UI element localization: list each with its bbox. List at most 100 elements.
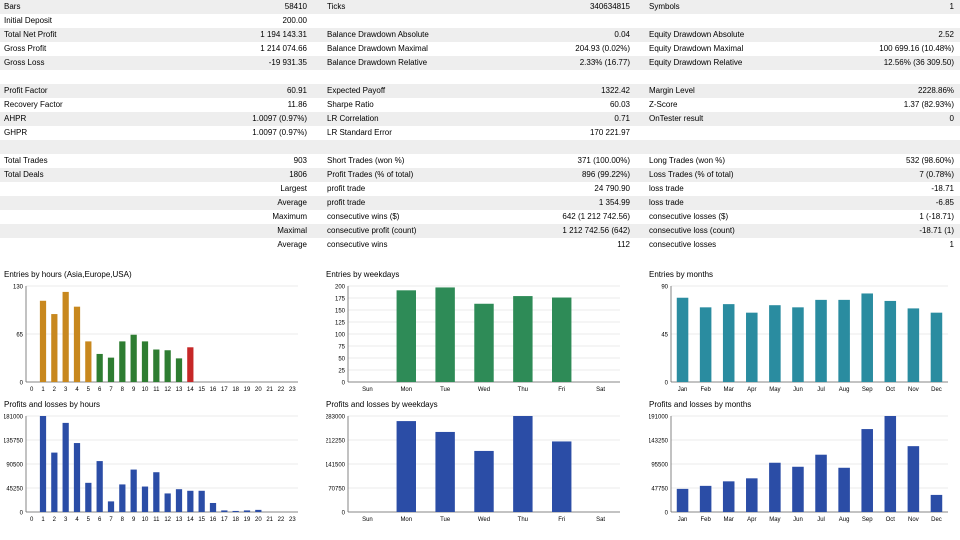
y-tick-label: 75 xyxy=(338,345,345,351)
stats-value: -19 931.35 xyxy=(268,58,307,67)
bar xyxy=(39,300,47,382)
stats-label: profit trade xyxy=(327,198,366,207)
stats-value: 0.04 xyxy=(614,30,630,39)
stats-value: 1 194 143.31 xyxy=(260,30,307,39)
x-tick-label: Sep xyxy=(862,517,873,523)
y-tick-label: 125 xyxy=(335,321,346,327)
x-tick-label: 12 xyxy=(164,387,171,393)
stats-label: Profit Factor xyxy=(4,86,48,95)
stats-row: Average consecutive wins 112 consecutive lo… xyxy=(0,238,960,252)
x-tick-label: 14 xyxy=(187,387,194,393)
y-tick-label: 65 xyxy=(16,333,23,339)
x-tick-label: Jul xyxy=(817,517,825,523)
bar xyxy=(907,308,920,382)
y-tick-label: 95500 xyxy=(651,463,668,469)
x-tick-label: Sat xyxy=(596,517,605,523)
bar xyxy=(130,334,137,382)
stats-label: Total Trades xyxy=(4,156,48,165)
bar xyxy=(175,358,183,382)
chart-plot: 0 45 90 Jan Feb Mar Apr May Jun Jul Aug Sep Oct Nov De… xyxy=(661,285,948,393)
stats-value: 1 214 074.66 xyxy=(260,44,307,53)
stats-row: Maximal consecutive profit (count) 1 212 7… xyxy=(0,224,960,238)
x-tick-label: 15 xyxy=(198,517,205,523)
stats-row xyxy=(0,140,960,154)
bar xyxy=(435,287,455,382)
y-tick-label: 130 xyxy=(13,285,24,291)
stats-label: Average xyxy=(277,240,307,249)
chart-profits-by-months: Profits and losses by months 0 47750 95500 1… xyxy=(649,400,954,530)
stats-label: Profit Trades (% of total) xyxy=(327,170,414,179)
bar xyxy=(119,484,126,512)
stats-label: Recovery Factor xyxy=(4,100,63,109)
y-tick-label: 212250 xyxy=(326,439,346,445)
bar xyxy=(513,416,533,512)
stats-value: 340634815 xyxy=(589,2,630,11)
bar xyxy=(676,488,689,512)
bar xyxy=(722,481,735,512)
x-tick-label: Apr xyxy=(747,387,756,393)
stats-value: -6.85 xyxy=(935,198,954,207)
y-tick-label: 0 xyxy=(342,381,346,387)
stats-label: GHPR xyxy=(4,128,28,137)
y-tick-label: 135750 xyxy=(4,439,24,445)
stats-label: Largest xyxy=(280,184,307,193)
x-tick-label: Fri xyxy=(558,517,565,523)
x-tick-label: 18 xyxy=(232,517,239,523)
stats-label: Equity Drawdown Absolute xyxy=(649,30,745,39)
bar xyxy=(73,443,81,512)
stats-table: Bars 58410 Ticks 340634815 Symbols 1 Initial D… xyxy=(0,0,960,252)
bar xyxy=(907,446,920,512)
stats-value: 204.93 (0.02%) xyxy=(575,44,630,53)
x-tick-label: 5 xyxy=(87,387,91,393)
y-tick-label: 25 xyxy=(338,369,345,375)
stats-label: Short Trades (won %) xyxy=(327,156,405,165)
y-tick-label: 100 xyxy=(335,333,346,339)
x-tick-label: 18 xyxy=(232,387,239,393)
chart-title: Profits and losses by hours xyxy=(4,400,101,409)
bar xyxy=(699,485,712,512)
x-tick-label: Wed xyxy=(478,517,490,523)
x-tick-label: Feb xyxy=(700,517,711,523)
stats-value: 112 xyxy=(617,240,630,249)
stats-value: 170 221.97 xyxy=(589,128,630,137)
stats-row: Total Deals 1806 Profit Trades (% of total… xyxy=(0,168,960,182)
bar xyxy=(474,303,494,382)
bar xyxy=(85,482,92,512)
stats-row: Maximum consecutive wins ($) 642 (1 212 74… xyxy=(0,210,960,224)
x-tick-label: 6 xyxy=(98,387,102,393)
x-tick-label: 19 xyxy=(244,387,251,393)
y-tick-label: 47750 xyxy=(651,487,668,493)
bar xyxy=(861,429,873,512)
stats-label: OnTester result xyxy=(649,114,704,123)
stats-label: Total Deals xyxy=(4,170,44,179)
x-tick-label: 1 xyxy=(41,517,45,523)
x-tick-label: 15 xyxy=(198,387,205,393)
stats-label: Balance Drawdown Maximal xyxy=(327,44,428,53)
x-tick-label: Nov xyxy=(908,517,919,523)
x-tick-label: Tue xyxy=(440,387,451,393)
chart-plot: 0 25 50 75 100 125 150 175 200 Sun Mon Tue Wed Thu Fri… xyxy=(335,285,620,393)
bar xyxy=(119,341,126,382)
stats-label: AHPR xyxy=(4,114,27,123)
bar xyxy=(153,472,160,512)
bar xyxy=(243,510,251,512)
stats-label: Balance Drawdown Relative xyxy=(327,58,428,67)
bar xyxy=(187,347,194,382)
y-tick-label: 283000 xyxy=(326,415,346,421)
stats-label: Symbols xyxy=(649,2,680,11)
y-tick-label: 90500 xyxy=(6,463,23,469)
stats-row: Recovery Factor 11.86 Sharpe Ratio 60.03 Z-S… xyxy=(0,98,960,112)
stats-row xyxy=(0,70,960,84)
stats-value: 60.03 xyxy=(609,100,630,109)
x-tick-label: 10 xyxy=(142,517,149,523)
stats-label: Equity Drawdown Relative xyxy=(649,58,743,67)
x-tick-label: Jan xyxy=(678,387,688,393)
stats-value: 1 212 742.56 (642) xyxy=(562,226,630,235)
stats-label: LR Correlation xyxy=(327,114,379,123)
x-tick-label: Jul xyxy=(817,387,825,393)
bar xyxy=(746,478,758,512)
bar xyxy=(39,416,47,512)
x-tick-label: 16 xyxy=(210,387,217,393)
x-tick-label: 11 xyxy=(153,387,160,393)
stats-row: GHPR 1.0097 (0.97%) LR Standard Error 170 2… xyxy=(0,126,960,140)
